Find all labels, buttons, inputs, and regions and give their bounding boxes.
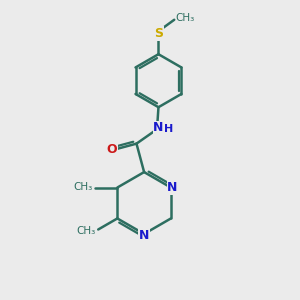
Text: S: S [154, 27, 163, 40]
Text: CH₃: CH₃ [176, 13, 195, 23]
Text: CH₃: CH₃ [74, 182, 93, 192]
Text: N: N [153, 121, 164, 134]
Text: CH₃: CH₃ [76, 226, 96, 236]
Text: N: N [139, 229, 149, 242]
Text: O: O [106, 143, 117, 156]
Text: H: H [164, 124, 173, 134]
Text: N: N [167, 181, 178, 194]
